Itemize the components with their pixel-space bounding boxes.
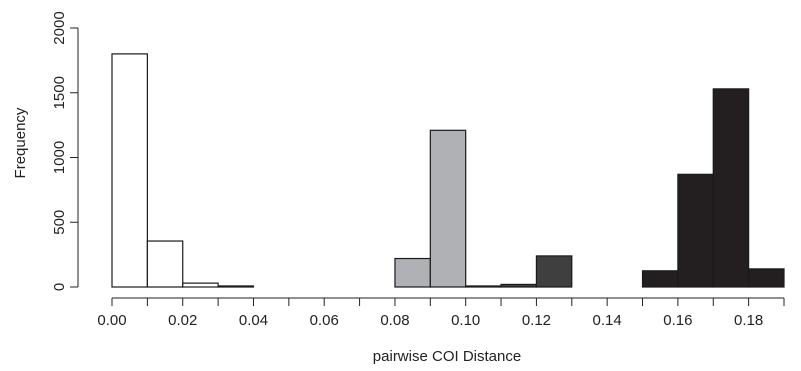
x-tick-label: 0.12 bbox=[522, 312, 551, 329]
x-tick-label: 0.16 bbox=[663, 312, 692, 329]
y-tick-label: 2000 bbox=[51, 11, 68, 44]
x-axis: 0.00 0.02 0.04 0.06 0.08 0.10 0.12 0.14 0.16 0.18 bbox=[97, 297, 785, 329]
x-tick-label: 0.02 bbox=[168, 312, 197, 329]
histogram-bar-15 bbox=[641, 270, 679, 288]
y-axis: 0 500 1000 1500 2000 bbox=[51, 11, 79, 291]
histogram-bar-2 bbox=[182, 282, 219, 288]
y-tick-label: 1000 bbox=[51, 141, 68, 174]
x-tick-label: 0.14 bbox=[593, 312, 622, 329]
histogram-bar-9 bbox=[429, 129, 467, 288]
histogram-bar-3 bbox=[217, 285, 255, 288]
x-tick-label: 0.04 bbox=[239, 312, 268, 329]
y-tick-label: 1500 bbox=[51, 76, 68, 109]
x-tick-label: 0.06 bbox=[310, 312, 339, 329]
histogram-bar-10 bbox=[465, 285, 502, 288]
histogram-bar-16 bbox=[677, 173, 714, 288]
histogram-bar-0 bbox=[111, 53, 148, 288]
x-tick-label: 0.00 bbox=[97, 312, 126, 329]
x-axis-label: pairwise COI Distance bbox=[373, 348, 521, 365]
x-tick-label: 0.08 bbox=[380, 312, 409, 329]
histogram-bar-18 bbox=[748, 268, 785, 288]
histogram-bar-1 bbox=[146, 240, 184, 288]
y-tick-label: 500 bbox=[51, 210, 68, 235]
histogram-bar-12 bbox=[535, 255, 573, 288]
histogram-bar-8 bbox=[394, 257, 431, 288]
x-tick-label: 0.10 bbox=[451, 312, 480, 329]
y-axis-label: Frequency bbox=[12, 107, 29, 178]
y-tick-label: 0 bbox=[51, 283, 68, 291]
histogram-bar-11 bbox=[500, 283, 538, 288]
histogram-bar-17 bbox=[712, 88, 750, 288]
x-tick-label: 0.18 bbox=[734, 312, 763, 329]
bars-group bbox=[111, 53, 785, 288]
